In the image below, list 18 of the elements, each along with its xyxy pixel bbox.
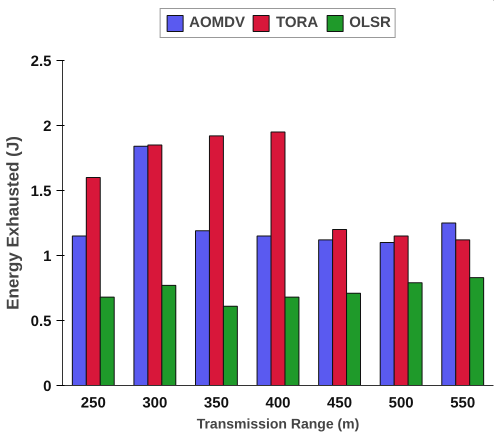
legend-label: OLSR: [349, 14, 391, 31]
y-tick-label: 0.5: [30, 313, 52, 330]
legend-label: TORA: [276, 14, 318, 31]
legend-label: AOMDV: [189, 14, 245, 31]
y-tick-label: 0: [43, 378, 52, 395]
x-tick-label: 500: [388, 394, 414, 412]
x-tick-label: 550: [450, 394, 476, 412]
y-tick-label: 1: [43, 248, 52, 265]
y-axis-title: Energy Exhausted (J): [4, 136, 23, 310]
x-tick-label: 350: [204, 394, 229, 412]
y-tick-label: 1.5: [30, 183, 52, 200]
y-tick-label: 2.5: [30, 53, 52, 70]
x-axis-title: Transmission Range (m): [196, 416, 360, 432]
x-tick-label: 250: [80, 394, 106, 412]
x-tick-label: 300: [142, 394, 168, 412]
y-tick-label: 2: [43, 118, 52, 135]
x-tick-label: 400: [265, 394, 291, 412]
x-tick-label: 450: [327, 394, 352, 412]
